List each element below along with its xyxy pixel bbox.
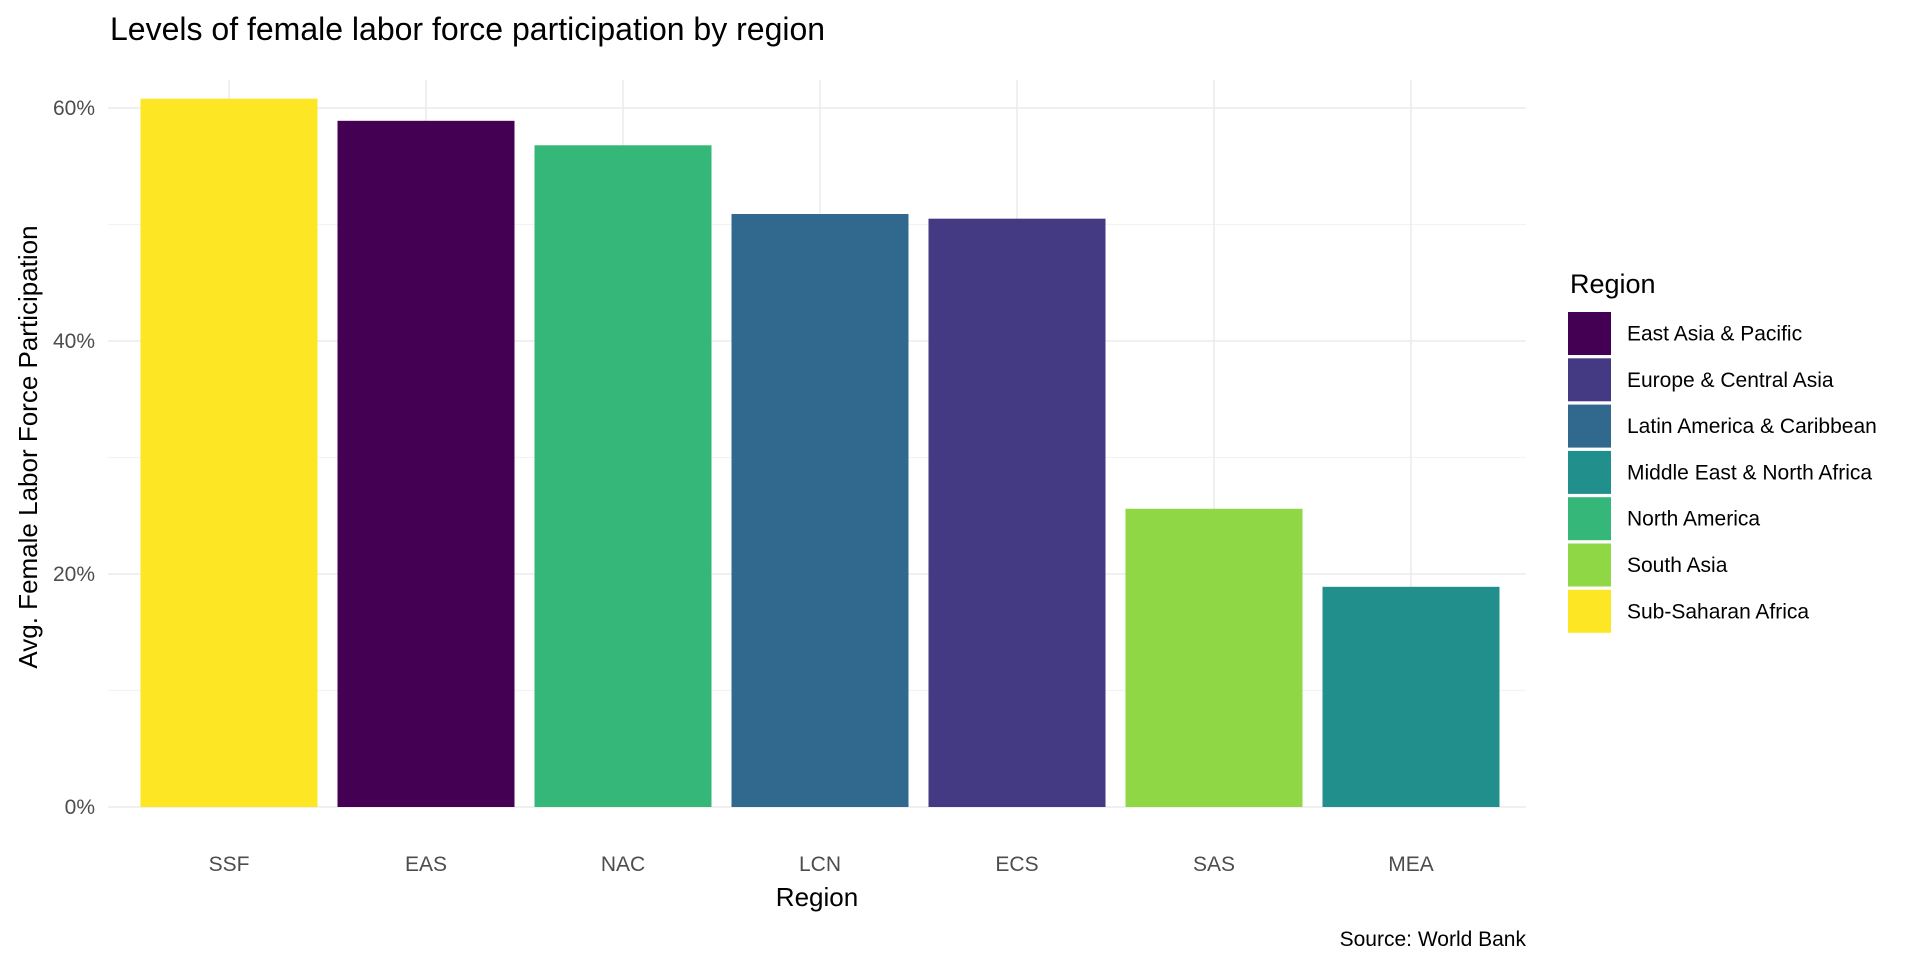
bar-eas [337, 120, 515, 807]
bar-nac [534, 145, 712, 807]
legend-key [1568, 589, 1611, 633]
y-tick-labels: 0% 20% 40% 60% [53, 97, 95, 819]
x-tick-label: MEA [1388, 853, 1434, 876]
legend-key [1568, 543, 1611, 587]
bar-lcn [731, 214, 909, 807]
bar-sas [1125, 508, 1303, 807]
x-tick-label: EAS [405, 853, 447, 876]
x-tick-label: NAC [601, 853, 645, 876]
legend-key [1568, 450, 1611, 494]
bars [140, 98, 1500, 808]
legend-key [1568, 358, 1611, 402]
legend-title: Region [1570, 269, 1656, 299]
chart-title: Levels of female labor force participati… [110, 11, 825, 47]
x-axis-title: Region [776, 882, 858, 912]
legend-label: Europe & Central Asia [1627, 369, 1834, 392]
x-tick-label: LCN [799, 853, 841, 876]
legend: Region East Asia & Pacific Europe & Centr… [1568, 269, 1877, 633]
y-axis-title: Avg. Female Labor Force Participation [13, 225, 43, 668]
legend-label: Latin America & Caribbean [1627, 415, 1877, 438]
legend-label: Middle East & North Africa [1627, 461, 1872, 484]
legend-label: North America [1627, 508, 1760, 531]
x-tick-label: SSF [209, 853, 250, 876]
x-tick-label: ECS [995, 853, 1038, 876]
legend-label: East Asia & Pacific [1627, 323, 1802, 346]
source-caption: Source: World Bank [1340, 928, 1527, 951]
bar-ssf [140, 98, 318, 808]
y-tick-label: 60% [53, 97, 95, 120]
legend-key [1568, 312, 1611, 355]
legend-key [1568, 404, 1611, 448]
y-tick-label: 40% [53, 330, 95, 353]
x-tick-label: SAS [1193, 853, 1235, 876]
legend-label: Sub-Saharan Africa [1627, 600, 1809, 623]
legend-key [1568, 497, 1611, 541]
y-tick-label: 20% [53, 563, 95, 586]
bar-mea [1322, 586, 1500, 807]
bar-ecs [928, 218, 1106, 808]
legend-label: South Asia [1627, 554, 1728, 577]
y-tick-label: 0% [65, 796, 95, 819]
x-tick-labels: SSF EAS NAC LCN ECS SAS MEA [209, 853, 1434, 876]
